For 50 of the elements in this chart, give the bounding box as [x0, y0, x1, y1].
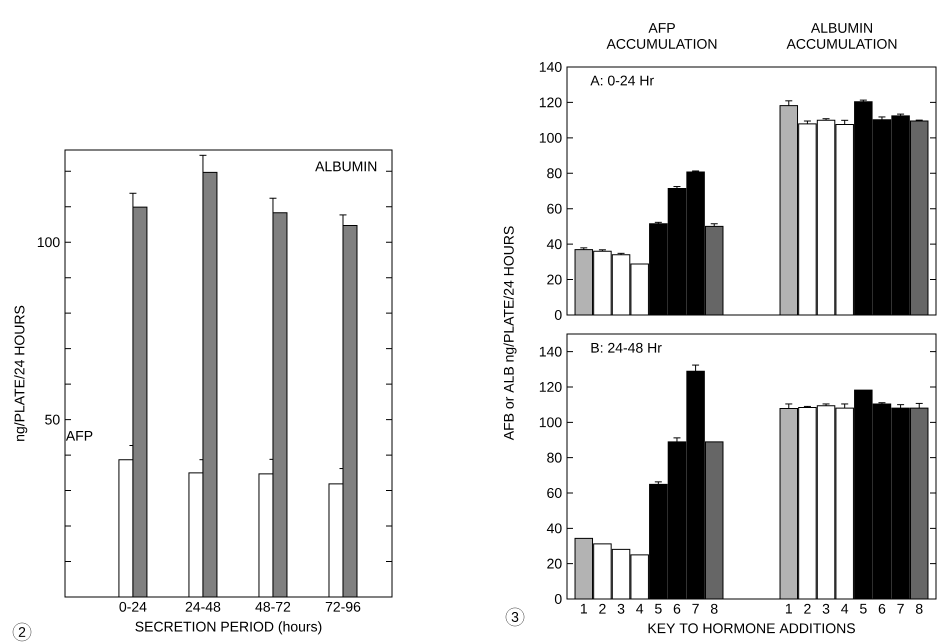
text: AFP ACCUMULATION — [606, 23, 716, 49]
chart-title: B: 24-48 Hr — [591, 342, 662, 353]
y-tick-label: 40 — [546, 239, 562, 250]
legend-label: ALBUMIN — [315, 162, 376, 172]
x-tick-label: 2 — [804, 604, 811, 614]
y-axis-title: ng/PLATE/24 HOURS — [14, 306, 28, 441]
x-tick-label: 5 — [860, 604, 867, 614]
x-tick-label: 8 — [916, 604, 923, 614]
x-tick-label: 1 — [786, 604, 792, 614]
y-tick-label: 140 — [540, 62, 562, 72]
y-tick-label: 60 — [547, 488, 562, 498]
y-tick-label: 0 — [554, 594, 562, 604]
x-tick-label: 24-48 — [186, 602, 220, 612]
x-tick-label: 4 — [636, 604, 644, 614]
x-tick-label: 8 — [710, 604, 718, 614]
x-axis-title: SECRETION PERIOD (hours) — [135, 621, 322, 634]
text: 3 — [512, 612, 518, 622]
text: 2 — [18, 627, 26, 637]
y-tick-label: 100 — [540, 132, 562, 143]
x-tick-label: 4 — [841, 604, 848, 614]
y-tick-label: 80 — [547, 452, 562, 463]
x-tick-label: 1 — [580, 604, 587, 614]
y-tick-label: 140 — [540, 346, 562, 357]
y-tick-label: 40 — [546, 523, 562, 534]
y-tick-label: 100 — [540, 417, 562, 428]
y-tick-label: 50 — [45, 414, 60, 425]
x-axis-title: KEY TO HORMONE ADDITIONS — [648, 623, 855, 634]
y-tick-label: 120 — [540, 382, 562, 392]
x-tick-label: 6 — [674, 604, 680, 614]
y-tick-label: 100 — [38, 237, 60, 248]
x-tick-label: 3 — [618, 604, 624, 614]
x-tick-label: 48-72 — [255, 602, 290, 612]
x-tick-label: 5 — [654, 604, 662, 614]
x-tick-label: 2 — [599, 604, 606, 614]
text: AFP — [66, 431, 92, 441]
y-tick-label: 20 — [547, 558, 562, 569]
y-tick-label: 80 — [547, 168, 562, 178]
x-tick-label: 7 — [692, 604, 699, 614]
y-axis-title: AFB or ALB ng/PLATE/24 HOURS — [503, 226, 517, 440]
y-tick-label: 60 — [547, 204, 562, 214]
x-tick-label: 72-96 — [326, 602, 360, 612]
x-tick-label: 6 — [878, 604, 886, 614]
x-tick-label: 7 — [897, 604, 904, 614]
text: ALBUMIN ACCUMULATION — [786, 23, 896, 49]
y-tick-label: 20 — [547, 274, 562, 285]
y-tick-label: 0 — [554, 310, 562, 320]
y-tick-label: 120 — [540, 97, 562, 108]
chart-title: A: 0-24 Hr — [590, 76, 654, 86]
x-tick-label: 3 — [822, 604, 830, 614]
x-tick-label: 0-24 — [119, 602, 147, 612]
